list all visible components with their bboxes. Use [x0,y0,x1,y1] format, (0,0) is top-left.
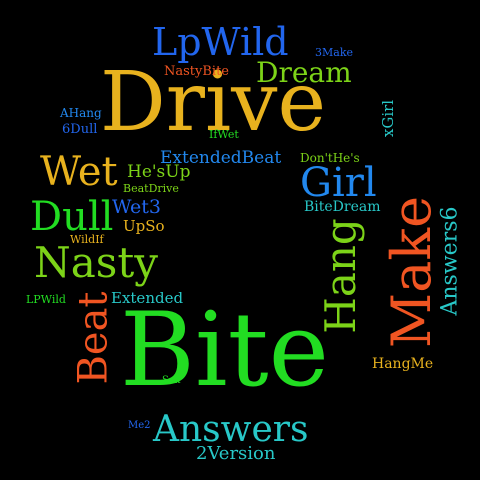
word-hang: Hang [315,218,365,334]
word-drive: Drive [100,55,327,150]
word-answers6: Answers6 [437,206,463,316]
word-bitedream: BiteDream [304,199,381,215]
word-lpwild-small: LPWild [26,293,66,306]
word-lpwild: LpWild [152,20,289,64]
word-nastybite: NastyBite [164,64,229,79]
word-hangme: HangMe [372,356,434,372]
word-ifwet: IfWet [209,128,239,141]
word-wet3: Wet3 [112,196,161,218]
word-ahang: AHang [60,106,102,120]
word-beat: Beat [70,291,117,385]
word-dream: Dream [256,56,352,89]
word-bite: Bite [120,291,329,410]
word-nasty: Nasty [34,238,158,287]
word-6dull: 6Dull [62,122,98,137]
word-girl: Girl [300,160,377,206]
word-extendedbeat: ExtendedBeat [160,148,282,168]
word-dull: Dull [30,194,114,240]
word-sox: Sox [162,375,181,386]
word-me2: Me2 [128,420,151,431]
word-donthes: Don'tHe's [300,151,360,165]
word-hesup: He'sUp [127,162,191,182]
word-make: Make [380,195,444,349]
word-upso: UpSo [123,217,165,235]
word-3make: 3Make [315,46,353,59]
word-xgirl: xGirl [379,99,398,138]
word-beatdrive: BeatDrive [123,182,179,195]
word-answers: Answers [153,409,309,450]
word-wildif: WildIf [70,233,104,246]
word-extended: Extended [111,289,184,307]
word-wet: Wet [40,149,118,195]
word-2version: 2Version [196,443,276,464]
